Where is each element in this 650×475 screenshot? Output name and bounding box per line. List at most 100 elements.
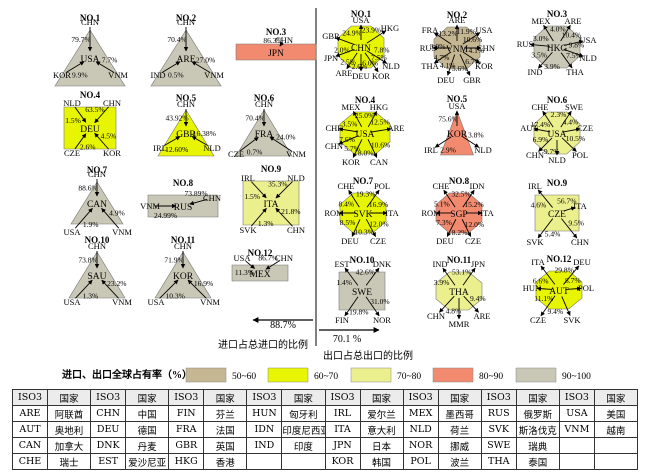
iso-code-cell: JPN <box>324 437 361 454</box>
flow-arrow <box>540 265 556 285</box>
country-name-cell: 日本 <box>359 437 404 454</box>
flow-share-value: 1.5% <box>65 116 81 125</box>
flow-share-value: 13.2% <box>438 29 457 38</box>
partner-country-code: ITA <box>385 208 399 218</box>
country-name-cell: 爱沙尼亚 <box>125 453 170 470</box>
partner-country-code: USA <box>63 227 81 237</box>
country-name-cell: 中国 <box>125 405 170 422</box>
partner-country-code: NLD <box>203 143 220 153</box>
flow-arrow <box>250 207 267 227</box>
panel-shape <box>63 106 117 150</box>
partner-country-code: ITA <box>531 257 545 267</box>
country-name-cell <box>593 437 639 454</box>
iso-code-cell: DNK <box>90 437 127 454</box>
panel-rank-label: NO.2 <box>447 10 468 20</box>
center-country-code: USA <box>355 130 374 140</box>
center-country-code: CHN <box>351 44 371 54</box>
flow-arrow <box>540 295 556 317</box>
flow-arrow <box>561 296 571 316</box>
partner-country-code: ARE <box>388 123 405 133</box>
panel-shape <box>535 270 583 310</box>
flow-arrow <box>442 267 456 286</box>
flow-share-value: 25.0% <box>355 111 374 120</box>
panel-shape <box>235 109 293 157</box>
flow-arrow <box>537 51 553 69</box>
flow-arrow <box>338 127 359 133</box>
flow-share-value: 5.6% <box>452 64 468 73</box>
table-row: CHE 瑞士 EST 爱沙尼亚 HKG 香港 KOR 韩国 POL 波兰 THA 泰国 <box>12 453 639 470</box>
partner-country-code: SVK <box>526 237 544 247</box>
flow-share-value: 31.0% <box>370 297 389 306</box>
partner-country-code: NLD <box>382 61 399 71</box>
center-country-code: HKG <box>547 44 568 54</box>
country-name-cell: 国家 <box>593 389 639 406</box>
flow-share-value: 24.99% <box>154 211 177 220</box>
flow-share-value: 23.2% <box>107 279 126 288</box>
flow-share-value: 9.9% <box>72 71 88 80</box>
partner-country-code: IND <box>527 67 542 77</box>
panel-shape <box>54 29 126 87</box>
flow-share-value: 7.6% <box>339 135 355 144</box>
flow-arrow <box>94 132 110 150</box>
country-name-cell: 法国 <box>203 421 248 438</box>
partner-country-code: CAN <box>370 157 388 167</box>
flow-arrow <box>251 181 267 199</box>
partner-country-code: CHN <box>571 237 589 247</box>
iso-code-cell: ISO3 <box>12 389 48 406</box>
country-name-cell: 印度 <box>281 437 326 454</box>
flow-arrow <box>364 52 379 73</box>
country-name-cell: 匈牙利 <box>281 405 326 422</box>
panel-rank-label: NO.3 <box>266 27 287 37</box>
partner-country-code: VNM <box>140 201 160 211</box>
iso-code-cell: MEX <box>402 405 439 422</box>
flow-arrow <box>561 137 577 152</box>
flow-arrow <box>462 267 476 286</box>
flow-share-value: 12.0% <box>369 220 388 229</box>
iso-code-cell: KOR <box>324 453 361 470</box>
partner-country-code: CHN <box>203 193 221 203</box>
iso-code-cell: FRA <box>168 421 205 438</box>
flow-arrow <box>191 136 208 146</box>
country-name-cell: 印度尼西亚 <box>281 421 326 438</box>
flow-arrow <box>365 296 380 317</box>
flow-share-value: 12.5% <box>370 117 389 126</box>
flow-share-value: 2.3% <box>551 110 567 119</box>
iso-code-cell: IND <box>246 437 283 454</box>
flow-arrow <box>537 218 554 239</box>
export-share-label: 出口占总出口的比例 <box>323 349 413 362</box>
import-share-label: 进口占总进口的比例 <box>218 338 308 351</box>
country-name-cell: 奥地利 <box>46 421 92 438</box>
iso-code-cell: CAN <box>12 437 48 454</box>
partner-country-code: POL <box>374 181 390 191</box>
import-panel-1: NO.1 USA CHN 79.7% KOR 9.9% VNM 7.7% <box>53 13 128 87</box>
panel-rank-label: NO.4 <box>355 95 376 105</box>
legend-swatch <box>185 367 227 383</box>
country-name-cell: 国家 <box>46 389 92 406</box>
flow-share-value: 10.3% <box>355 228 374 237</box>
flow-share-value: 2.6% <box>80 143 96 152</box>
flow-arrow <box>543 24 554 42</box>
flow-share-value: 2.5% <box>340 57 356 66</box>
partner-country-code: FRA <box>422 25 439 35</box>
panel-rank-label: NO.7 <box>87 165 108 175</box>
flow-arrow <box>335 37 355 46</box>
partner-country-code: CHN <box>174 241 192 251</box>
partner-country-code: SVK <box>563 315 581 325</box>
flow-arrow <box>366 189 380 208</box>
partner-country-code: IRL <box>528 181 542 191</box>
center-country-code: KOR <box>447 130 468 140</box>
partner-country-code: THA <box>566 67 584 77</box>
legend-swatch <box>515 367 557 383</box>
flow-arrow <box>94 106 110 124</box>
iso-code-cell: VNM <box>558 421 595 438</box>
partner-country-code: CHN <box>275 253 293 263</box>
flow-arrow <box>565 286 582 291</box>
panel-shape <box>150 29 222 87</box>
panel-shape <box>338 271 386 311</box>
panel-rank-label: NO.1 <box>80 13 101 23</box>
flow-share-value: 27.0% <box>196 55 215 64</box>
